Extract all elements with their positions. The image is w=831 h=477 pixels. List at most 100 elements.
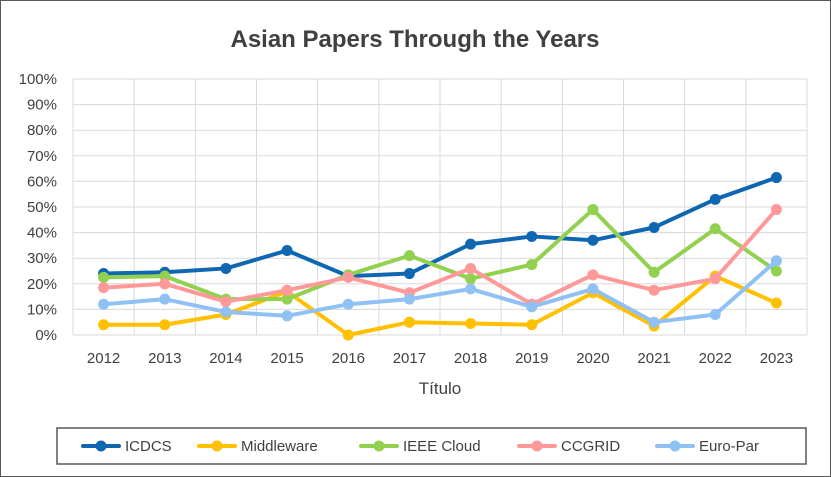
data-point-ieee-cloud xyxy=(587,204,599,216)
y-axis-ticks: 0% 10% 20% 30% 40% 50% 60% 70% 80% 90% 100% xyxy=(19,71,57,344)
data-point-ccgrid xyxy=(465,262,477,274)
legend-item-ieee-cloud: IEEE Cloud xyxy=(359,438,481,455)
series-line-icdcs xyxy=(101,175,779,279)
data-point-euro-par xyxy=(98,298,110,310)
data-point-ccgrid xyxy=(709,273,721,285)
series-line-ccgrid xyxy=(101,207,779,307)
x-tick-label: 2023 xyxy=(760,350,793,367)
data-point-ieee-cloud xyxy=(281,293,293,305)
data-point-middleware xyxy=(526,319,538,331)
x-tick-label: 2021 xyxy=(637,350,670,367)
legend: ICDCS Middleware IEEE Cloud CCGRID Euro-Par xyxy=(81,438,759,455)
data-point-ieee-cloud xyxy=(465,273,477,285)
legend-swatch-marker xyxy=(211,440,223,452)
data-point-icdcs xyxy=(465,238,477,250)
y-tick-label: 20% xyxy=(27,276,57,293)
x-tick-label: 2013 xyxy=(148,350,181,367)
x-axis-title: Título xyxy=(419,379,462,398)
x-tick-label: 2018 xyxy=(454,350,487,367)
legend-swatch-marker xyxy=(531,440,543,452)
data-point-icdcs xyxy=(281,245,293,257)
legend-item-ccgrid: CCGRID xyxy=(517,438,620,455)
data-point-ccgrid xyxy=(220,296,232,308)
x-tick-label: 2020 xyxy=(576,350,609,367)
data-point-euro-par xyxy=(648,316,660,328)
series-icdcs xyxy=(98,172,782,282)
y-tick-label: 90% xyxy=(27,97,57,114)
data-point-ieee-cloud xyxy=(159,270,171,282)
data-point-euro-par xyxy=(770,255,782,267)
data-point-ieee-cloud xyxy=(98,271,110,283)
legend-swatch-marker xyxy=(669,440,681,452)
y-tick-label: 10% xyxy=(27,301,57,318)
data-point-euro-par xyxy=(403,293,415,305)
data-point-icdcs xyxy=(648,221,660,233)
data-point-ccgrid xyxy=(98,282,110,294)
x-tick-label: 2014 xyxy=(209,350,242,367)
legend-label: IEEE Cloud xyxy=(403,438,481,455)
legend-swatch-marker xyxy=(95,440,107,452)
y-tick-label: 50% xyxy=(27,199,57,216)
data-point-ieee-cloud xyxy=(709,223,721,235)
data-point-icdcs xyxy=(220,262,232,274)
data-point-icdcs xyxy=(770,172,782,184)
x-tick-label: 2015 xyxy=(270,350,303,367)
x-tick-label: 2012 xyxy=(87,350,120,367)
data-point-middleware xyxy=(342,329,354,341)
data-point-ieee-cloud xyxy=(770,265,782,277)
x-tick-label: 2017 xyxy=(393,350,426,367)
data-point-euro-par xyxy=(709,309,721,321)
data-point-middleware xyxy=(465,317,477,329)
y-tick-label: 30% xyxy=(27,250,57,267)
data-point-euro-par xyxy=(465,283,477,295)
data-point-ccgrid xyxy=(648,284,660,296)
data-point-ccgrid xyxy=(159,278,171,290)
legend-item-icdcs: ICDCS xyxy=(81,438,172,455)
data-point-middleware xyxy=(770,297,782,309)
y-tick-label: 40% xyxy=(27,225,57,242)
y-tick-label: 100% xyxy=(19,71,57,88)
y-tick-label: 70% xyxy=(27,148,57,165)
data-point-icdcs xyxy=(403,268,415,280)
data-point-ieee-cloud xyxy=(526,259,538,271)
series-ccgrid xyxy=(98,204,782,310)
legend-swatch-marker xyxy=(373,440,385,452)
data-point-middleware xyxy=(159,319,171,331)
x-axis-ticks: 2012 2013 2014 2015 2016 2017 2018 2019 2020 2021… xyxy=(87,350,793,367)
data-point-ccgrid xyxy=(281,284,293,296)
y-tick-label: 0% xyxy=(35,327,57,344)
data-point-euro-par xyxy=(587,283,599,295)
data-point-ccgrid xyxy=(342,271,354,283)
data-point-euro-par xyxy=(281,310,293,322)
series-ieee-cloud xyxy=(98,204,782,305)
legend-label: CCGRID xyxy=(561,438,620,455)
data-point-icdcs xyxy=(709,193,721,205)
legend-label: ICDCS xyxy=(125,438,172,455)
legend-item-middleware: Middleware xyxy=(197,438,318,455)
data-point-icdcs xyxy=(526,230,538,242)
series-lines xyxy=(98,172,782,341)
chart-title: Asian Papers Through the Years xyxy=(230,26,599,53)
data-point-middleware xyxy=(98,319,110,331)
data-point-middleware xyxy=(403,316,415,328)
data-point-icdcs xyxy=(587,234,599,246)
y-tick-label: 80% xyxy=(27,122,57,139)
data-point-ieee-cloud xyxy=(648,266,660,278)
series-line-ieee-cloud xyxy=(101,207,779,302)
series-line-middleware xyxy=(101,274,779,337)
legend-item-euro-par: Euro-Par xyxy=(655,438,759,455)
x-tick-label: 2022 xyxy=(699,350,732,367)
data-point-euro-par xyxy=(342,298,354,310)
data-point-ccgrid xyxy=(587,269,599,281)
legend-label: Middleware xyxy=(241,438,318,455)
data-point-ccgrid xyxy=(770,204,782,216)
data-point-euro-par xyxy=(159,293,171,305)
x-tick-label: 2016 xyxy=(332,350,365,367)
series-euro-par xyxy=(98,255,782,328)
data-point-euro-par xyxy=(220,306,232,318)
data-point-ieee-cloud xyxy=(403,250,415,262)
x-tick-label: 2019 xyxy=(515,350,548,367)
y-tick-label: 60% xyxy=(27,173,57,190)
